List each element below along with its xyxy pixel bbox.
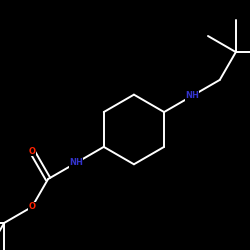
- Text: NH: NH: [69, 158, 83, 168]
- Text: O: O: [28, 147, 35, 156]
- Text: NH: NH: [185, 92, 199, 100]
- Text: O: O: [28, 202, 35, 211]
